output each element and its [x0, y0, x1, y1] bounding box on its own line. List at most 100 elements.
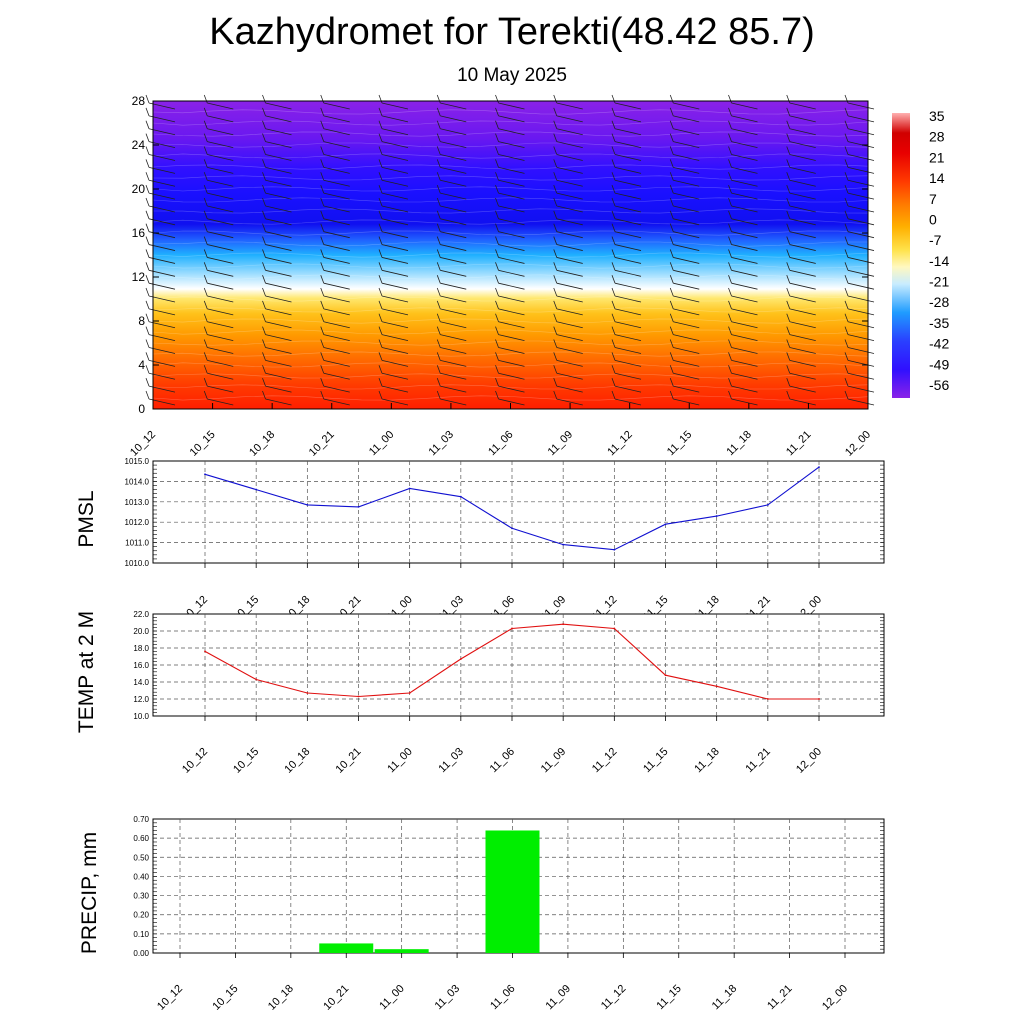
wind-barb-flag: [669, 287, 674, 297]
wind-barb-flag: [495, 339, 499, 348]
contour-line: [152, 109, 869, 115]
wind-barb-flag: [203, 377, 208, 387]
wind-barb-flag: [786, 390, 791, 400]
y-tick-label: 0.30: [133, 892, 149, 901]
x-tick-label: 11_00: [377, 983, 407, 1013]
wind-barb: [323, 257, 350, 264]
wind-barb-flag: [786, 236, 791, 245]
x-tick-label: 10_21: [334, 746, 364, 776]
colorbar-label: -42: [929, 336, 949, 352]
wind-barb: [847, 269, 875, 277]
x-tick-label: 10_18: [282, 746, 312, 776]
wind-barb-flag: [728, 262, 732, 271]
heatmap-x-tick-label: 11_21: [784, 429, 814, 459]
wind-barb-flag: [436, 210, 441, 219]
wind-barb-flag: [786, 339, 791, 348]
x-tick-label: 10_15: [210, 983, 240, 1013]
colorbar-label: -28: [929, 294, 949, 310]
wind-barb-flag: [203, 313, 208, 322]
wind-barb-flag: [611, 223, 616, 232]
wind-barb: [731, 115, 758, 123]
y-tick-label: 22.0: [133, 610, 149, 619]
data-point: [306, 692, 309, 694]
y-tick-label: 1010.0: [125, 559, 150, 568]
wind-barb: [614, 308, 642, 316]
wind-barb-flag: [378, 107, 383, 117]
wind-barb: [789, 141, 816, 148]
wind-barb: [789, 154, 816, 161]
wind-barb-flag: [262, 275, 266, 284]
wind-barb-flag: [436, 287, 441, 297]
wind-barb-flag: [786, 249, 791, 258]
wind-barb: [381, 244, 409, 251]
contour-line: [152, 197, 869, 203]
wind-barb: [440, 360, 467, 367]
y-tick-label: 0.10: [133, 930, 149, 939]
wind-barb: [381, 179, 409, 187]
precip-bar: [485, 830, 540, 953]
wind-barb-flag: [320, 326, 325, 335]
wind-barb: [731, 295, 758, 303]
wind-barb-flag: [728, 326, 732, 335]
wind-barb-flag: [553, 172, 558, 181]
wind-barb: [265, 347, 292, 354]
wind-barb: [614, 360, 642, 367]
wind-barb-flag: [728, 133, 732, 142]
wind-barb-flag: [669, 184, 674, 194]
wind-barb: [323, 385, 350, 393]
wind-barb-flag: [844, 287, 849, 297]
wind-barb: [556, 372, 583, 380]
wind-barb-flag: [844, 197, 849, 207]
wind-barb: [556, 347, 583, 354]
wind-barb-flag: [378, 275, 383, 284]
wind-barb-flag: [728, 172, 732, 181]
wind-barb-flag: [203, 326, 208, 335]
y-tick-label: 0.70: [133, 815, 149, 824]
wind-barb: [789, 179, 816, 187]
wind-barb-flag: [669, 249, 674, 258]
wind-barb-flag: [436, 275, 441, 284]
wind-barb: [556, 269, 583, 277]
colorbar-label: -49: [929, 356, 949, 372]
wind-barb: [207, 192, 234, 200]
heatmap-x-tick-label: 11_09: [546, 429, 576, 459]
wind-barb: [498, 141, 525, 148]
temp-panel: 10.0 12.0 14.0 16.0 18.0 20.0 22.0 10_12 10_15 10…: [75, 610, 885, 776]
wind-barb-flag: [262, 172, 266, 181]
colorbar-label: 14: [929, 170, 945, 186]
wind-barb: [498, 166, 525, 174]
wind-barb: [673, 308, 700, 316]
wind-barb-flag: [203, 365, 208, 374]
wind-barb-flag: [378, 326, 383, 335]
wind-barb: [847, 347, 875, 354]
wind-barb-flag: [203, 300, 208, 310]
wind-barb: [207, 141, 234, 148]
wind-barb: [556, 205, 583, 213]
wind-barb-flag: [145, 249, 150, 258]
wind-barb: [498, 372, 525, 380]
colorbar-label: -14: [929, 253, 949, 269]
wind-barb: [265, 282, 292, 290]
wind-barb-flag: [495, 275, 499, 284]
wind-barb-flag: [553, 184, 558, 194]
wind-barb: [614, 231, 642, 239]
heatmap-x-tick-label: 11_06: [486, 429, 516, 459]
heatmap-x-tick-label: 11_12: [605, 429, 635, 459]
x-tick-label: 11_12: [599, 983, 629, 1013]
wind-barb-flag: [844, 172, 849, 181]
wind-barb: [614, 282, 642, 290]
y-tick-label: 0.50: [133, 853, 149, 862]
data-point: [511, 627, 513, 630]
wind-barb: [381, 295, 409, 303]
wind-barb-flag: [844, 159, 849, 168]
wind-barb-flag: [145, 390, 150, 400]
wind-barb-flag: [728, 275, 732, 284]
x-tick-label: 11_06: [488, 983, 518, 1013]
wind-barb-flag: [145, 133, 150, 142]
wind-barb: [789, 128, 816, 136]
wind-barb-flag: [495, 184, 499, 194]
data-point: [511, 527, 513, 530]
wind-barb-flag: [495, 249, 499, 258]
y-tick-label: 14.0: [133, 678, 149, 687]
wind-barb-flag: [786, 159, 791, 168]
